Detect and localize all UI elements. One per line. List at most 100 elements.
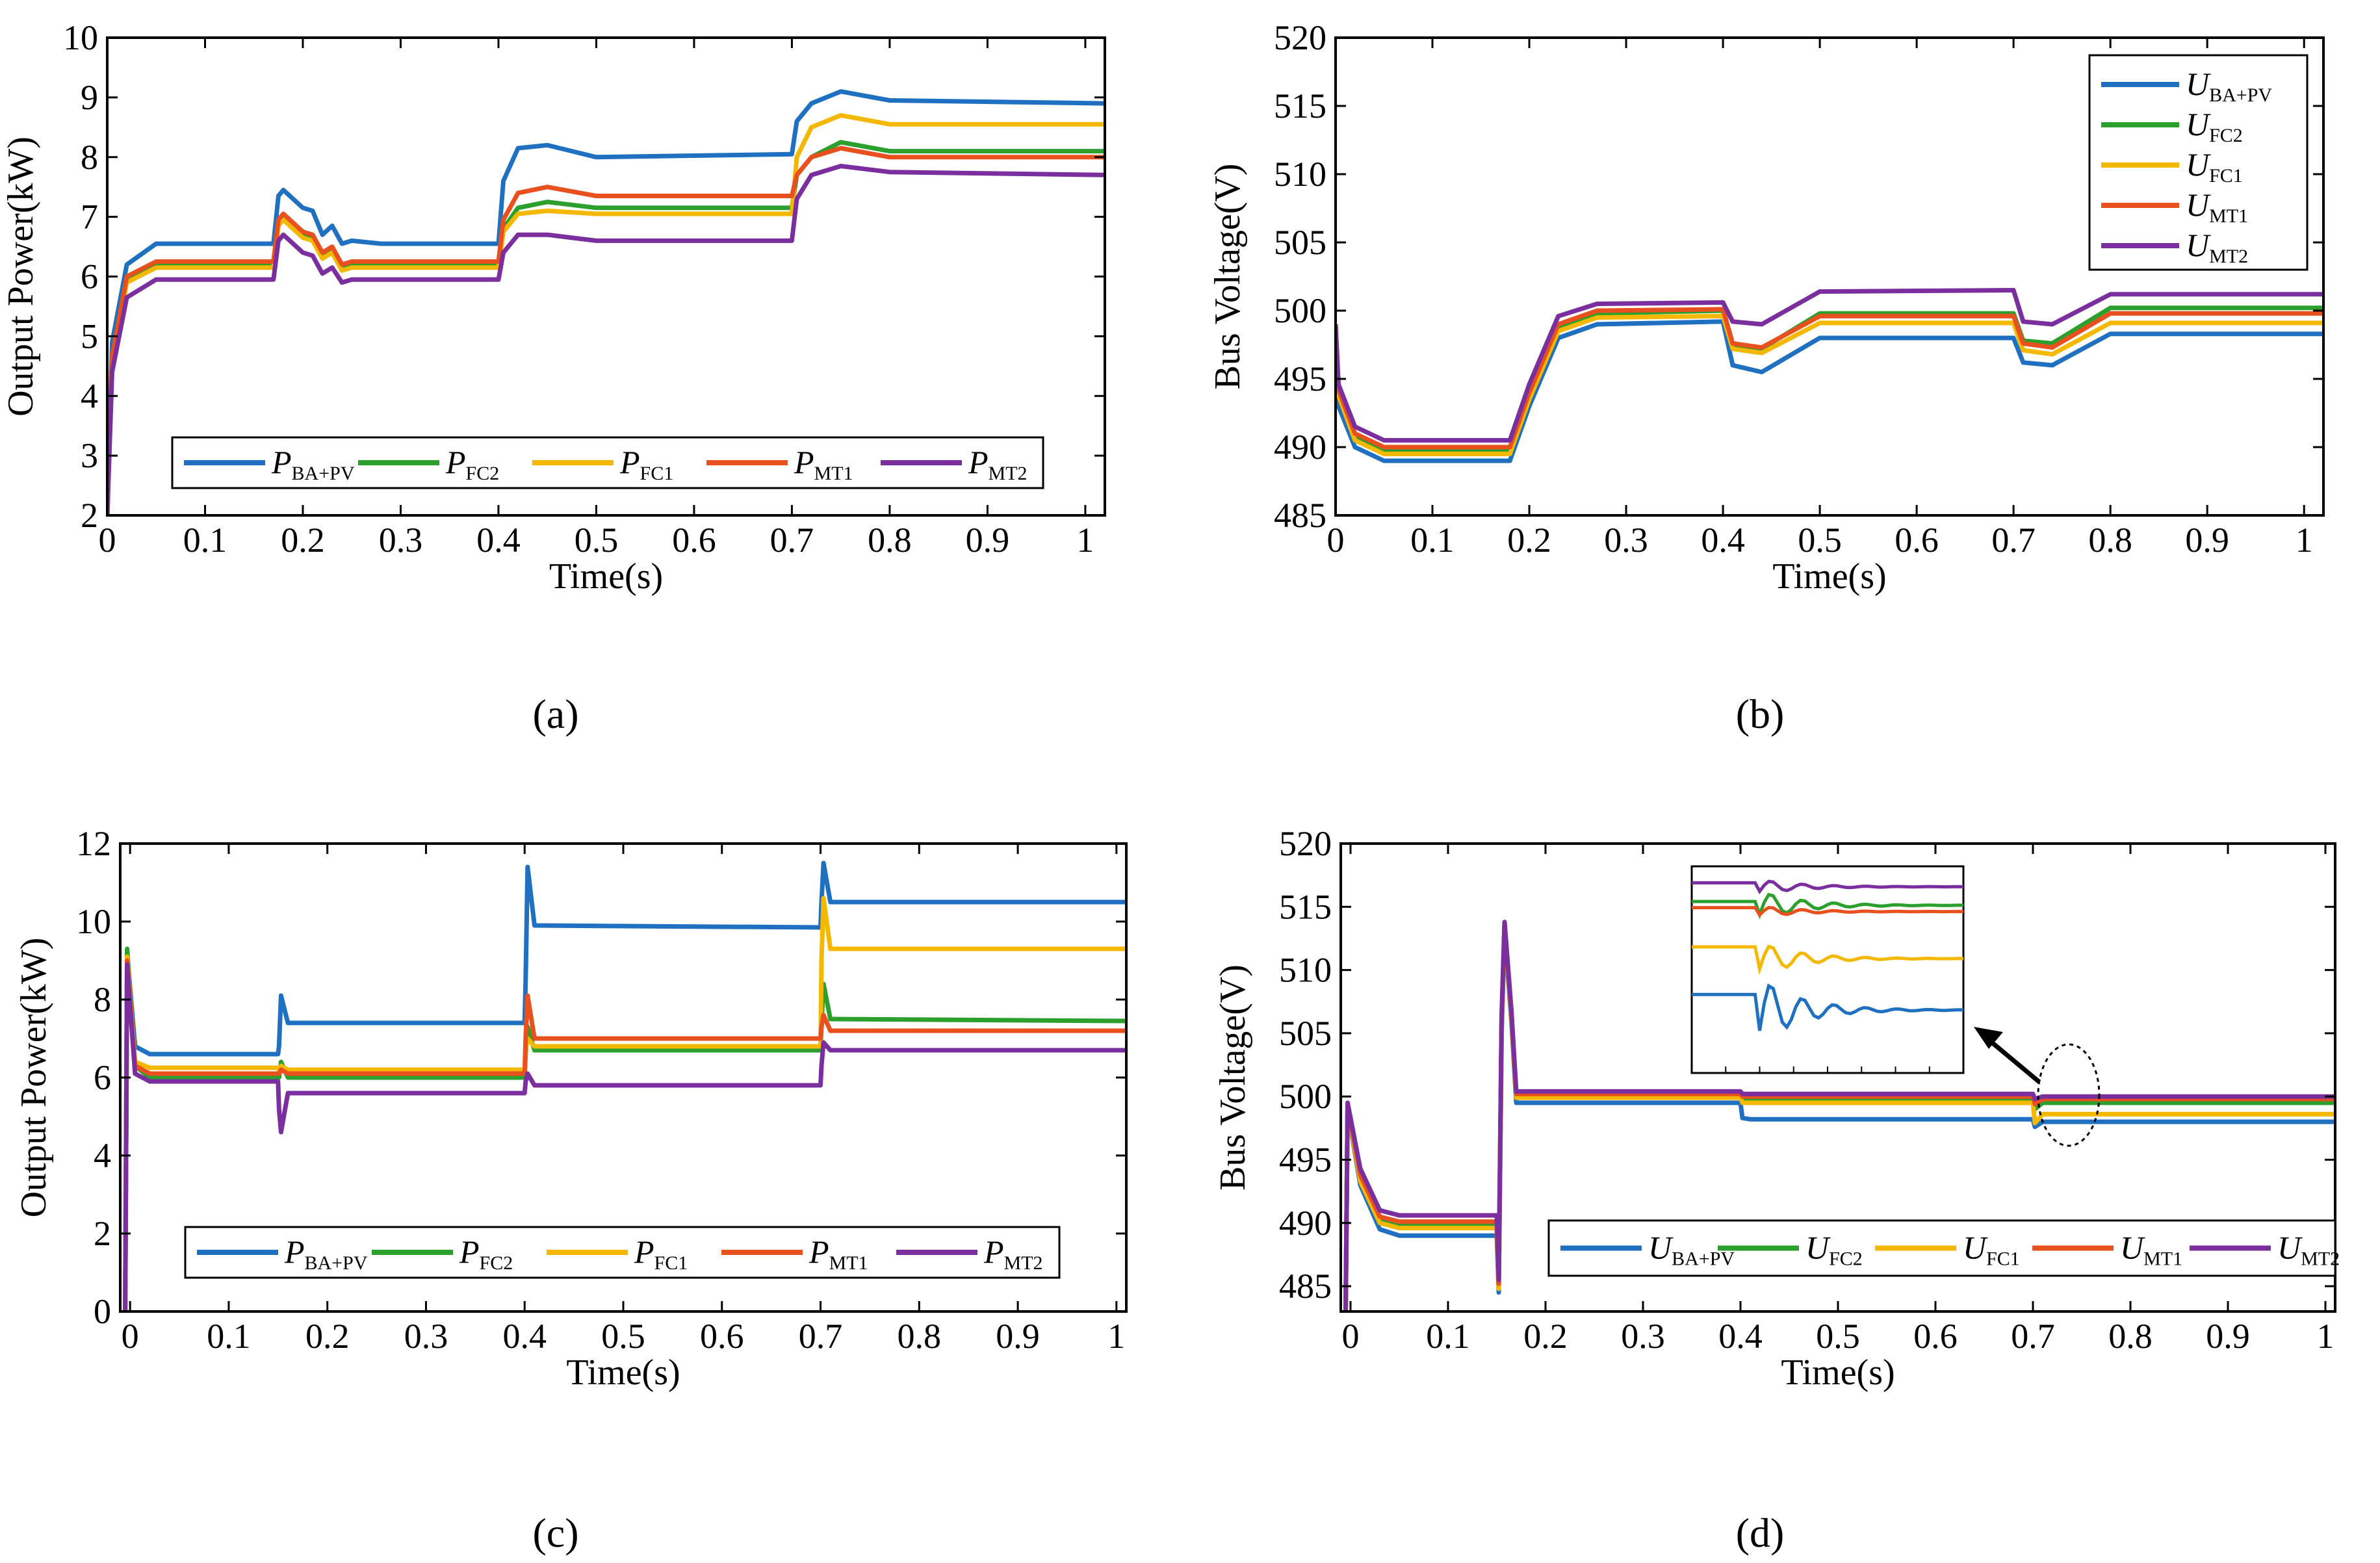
y-tick-label: 505 bbox=[1279, 1014, 1332, 1053]
inset-series-line-4 bbox=[1692, 905, 1964, 918]
zoom-arrow-shaft bbox=[1987, 1038, 2041, 1084]
x-tick-label: 0.7 bbox=[770, 521, 814, 560]
x-tick-label: 0.7 bbox=[799, 1317, 843, 1356]
legend-entry-subscript: MT1 bbox=[814, 463, 853, 484]
legend-entry-subscript: FC1 bbox=[2209, 165, 2243, 187]
legend-entry-subscript: BA+PV bbox=[305, 1252, 368, 1274]
x-tick-label: 0.8 bbox=[868, 521, 912, 560]
x-tick-label: 0 bbox=[1327, 521, 1345, 560]
x-tick-label: 0.2 bbox=[1507, 521, 1551, 560]
legend-entry-subscript: FC1 bbox=[654, 1252, 688, 1274]
series-line-2 bbox=[1336, 305, 2323, 454]
y-tick-label: 4 bbox=[94, 1136, 111, 1175]
legend-entry-subscript: FC1 bbox=[1986, 1248, 2020, 1270]
series-line-5 bbox=[107, 164, 1105, 515]
x-tick-label: 0.5 bbox=[575, 521, 619, 560]
x-tick-label: 0.6 bbox=[1913, 1317, 1958, 1356]
y-tick-label: 10 bbox=[76, 902, 111, 941]
legend-entry-subscript: BA+PV bbox=[2209, 84, 2272, 106]
legend-entry-subscript: MT1 bbox=[2209, 205, 2248, 227]
legend-entry-subscript: MT2 bbox=[2301, 1248, 2340, 1270]
legend: PBA+PV PFC2 PFC1 PMT1 PMT2 bbox=[184, 1226, 1061, 1279]
y-tick-label: 495 bbox=[1274, 359, 1326, 398]
x-tick-label: 0.1 bbox=[1410, 521, 1455, 560]
y-tick-label: 10 bbox=[63, 18, 98, 57]
x-tick-label: 0.9 bbox=[2206, 1317, 2250, 1356]
legend-entry-subscript: FC2 bbox=[480, 1252, 513, 1274]
x-tick-label: 0.4 bbox=[502, 1317, 547, 1356]
y-tick-label: 505 bbox=[1274, 223, 1326, 262]
y-tick-label: 495 bbox=[1279, 1140, 1332, 1179]
axes-box bbox=[1334, 36, 2325, 517]
y-tick-label: 490 bbox=[1274, 428, 1326, 467]
y-axis-label: Bus Voltage(V) bbox=[1213, 964, 1253, 1191]
x-tick-label: 0.8 bbox=[898, 1317, 942, 1356]
y-tick-label: 3 bbox=[81, 436, 98, 475]
series-line-5 bbox=[1343, 920, 2335, 1311]
legend-entry-subscript: MT2 bbox=[2209, 246, 2248, 267]
inset-series-line-2 bbox=[1692, 892, 1963, 920]
x-tick-label: 0.3 bbox=[1604, 521, 1648, 560]
panel-label: (a) bbox=[532, 691, 578, 737]
x-tick-label: 0.6 bbox=[700, 1317, 744, 1356]
y-axis-label: Output Power(kW) bbox=[14, 938, 54, 1218]
x-tick-label: 1 bbox=[1107, 1317, 1125, 1356]
x-tick-label: 0.2 bbox=[281, 521, 325, 560]
x-tick-label: 0.3 bbox=[404, 1317, 448, 1356]
y-tick-label: 500 bbox=[1279, 1077, 1332, 1116]
y-tick-label: 510 bbox=[1279, 951, 1332, 990]
x-tick-label: 0.2 bbox=[1523, 1317, 1568, 1356]
zoom-inset bbox=[1690, 865, 2101, 1147]
legend-entry-subscript: MT2 bbox=[1004, 1252, 1043, 1274]
zoom-region-ellipse bbox=[2037, 1043, 2101, 1147]
y-tick-label: 5 bbox=[81, 316, 98, 355]
y-tick-label: 2 bbox=[81, 496, 98, 535]
x-tick-label: 0 bbox=[1342, 1317, 1360, 1356]
series-line-5 bbox=[1336, 288, 2323, 443]
x-tick-label: 1 bbox=[2317, 1317, 2335, 1356]
x-tick-label: 0.7 bbox=[2011, 1317, 2055, 1356]
y-tick-label: 8 bbox=[81, 138, 98, 177]
legend-entry-subscript: FC1 bbox=[640, 463, 674, 484]
y-tick-label: 485 bbox=[1274, 496, 1326, 535]
inset-series-line-3 bbox=[1692, 944, 1964, 975]
y-tick-label: 7 bbox=[81, 198, 98, 237]
series-group bbox=[1343, 920, 2335, 1311]
y-tick-label: 515 bbox=[1279, 887, 1332, 926]
legend-entry-subscript: FC2 bbox=[2209, 125, 2243, 146]
y-tick-label: 8 bbox=[94, 980, 111, 1019]
panel-label: (d) bbox=[1736, 1510, 1785, 1556]
y-tick-label: 520 bbox=[1279, 824, 1332, 863]
x-tick-label: 0.5 bbox=[601, 1317, 645, 1356]
y-tick-label: 515 bbox=[1274, 86, 1326, 125]
y-tick-label: 6 bbox=[94, 1058, 111, 1097]
x-tick-label: 0.3 bbox=[1621, 1317, 1665, 1356]
y-tick-label: 0 bbox=[94, 1292, 111, 1331]
series-line-4 bbox=[123, 958, 1126, 1311]
x-tick-label: 0.7 bbox=[1991, 521, 2036, 560]
x-axis-label: Time(s) bbox=[549, 556, 663, 597]
panel-label: (c) bbox=[532, 1510, 578, 1556]
y-tick-label: 485 bbox=[1279, 1267, 1332, 1306]
x-tick-label: 0.4 bbox=[476, 521, 521, 560]
y-tick-label: 9 bbox=[81, 78, 98, 117]
x-tick-label: 0 bbox=[122, 1317, 139, 1356]
series-line-4 bbox=[1336, 307, 2323, 450]
legend-entry-subscript: FC2 bbox=[466, 463, 500, 484]
x-tick-label: 0.1 bbox=[1426, 1317, 1470, 1356]
inset-series-line-1 bbox=[1692, 983, 1964, 1031]
chart-panel-3: 0 0.1 0.2 0.3 0.4 0.5 0.6 0.7 0.8 0.9 1024681012Ti… bbox=[14, 824, 1128, 1393]
y-tick-label: 490 bbox=[1279, 1204, 1332, 1243]
x-tick-label: 0.1 bbox=[183, 521, 227, 560]
chart-panel-1: 0 0.1 0.2 0.3 0.4 0.5 0.6 0.7 0.8 0.9 1 2 3 4 5 6 7 8 9 10 T… bbox=[1, 18, 1106, 597]
legend-entry-subscript: MT2 bbox=[989, 463, 1028, 484]
legend: PBA+PV PFC2 PFC1 PMT1 PMT2 bbox=[171, 436, 1044, 489]
series-group bbox=[107, 89, 1105, 515]
x-tick-label: 0.1 bbox=[207, 1317, 251, 1356]
x-tick-label: 0.5 bbox=[1798, 521, 1842, 560]
x-tick-label: 0.3 bbox=[379, 521, 423, 560]
x-tick-label: 0.5 bbox=[1816, 1317, 1860, 1356]
